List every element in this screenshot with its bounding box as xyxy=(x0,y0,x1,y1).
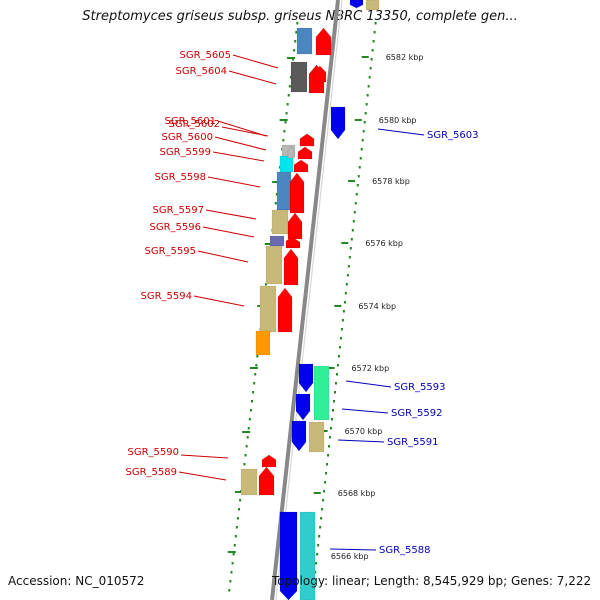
label-leader-line xyxy=(377,128,425,136)
gene-arrow-forward-small xyxy=(313,65,327,83)
label-leader-line xyxy=(180,454,229,459)
scale-label: 6570 kbp xyxy=(345,427,383,436)
gene-arrow-forward xyxy=(261,454,277,468)
scale-label: 6566 kbp xyxy=(331,552,369,561)
scale-label: 6568 kbp xyxy=(338,489,376,498)
gene-arrow-reverse xyxy=(295,393,311,421)
gene-label: SGR_5588 xyxy=(379,545,431,556)
gene-arrow-reverse xyxy=(330,106,346,140)
label-leader-line xyxy=(205,209,257,220)
gene-label: SGR_5599 xyxy=(160,147,212,158)
backbone-highlight xyxy=(275,0,343,600)
gene-arrow-forward xyxy=(287,212,303,240)
gene-arrow-forward xyxy=(289,172,305,214)
gene-block-forward xyxy=(255,330,271,356)
gene-arrow-forward xyxy=(283,248,299,286)
accession-label: Accession: NC_010572 xyxy=(8,574,145,588)
gene-block-forward xyxy=(296,27,313,55)
gene-arrow-forward xyxy=(293,159,309,173)
gene-block-reverse xyxy=(299,511,316,600)
gene-block-forward xyxy=(271,209,289,235)
gene-block-forward xyxy=(290,61,308,93)
gene-arrow-reverse xyxy=(298,363,314,393)
gene-arrow-forward xyxy=(315,27,332,56)
gene-label: SGR_5598 xyxy=(155,172,207,183)
label-leader-line xyxy=(178,471,227,481)
gene-label: SGR_5601 xyxy=(165,116,217,127)
scale-label: 6580 kbp xyxy=(379,116,417,125)
gene-block-forward xyxy=(276,171,292,211)
gene-block-forward xyxy=(259,285,277,333)
label-leader-line xyxy=(214,136,267,151)
label-leader-line xyxy=(217,120,267,137)
backbone-line xyxy=(270,0,340,600)
gene-block-reverse xyxy=(308,421,325,453)
gene-label: SGR_5597 xyxy=(153,205,205,216)
scale-label: 6572 kbp xyxy=(352,364,390,373)
gene-label: SGR_5596 xyxy=(150,222,202,233)
gene-block-forward xyxy=(269,235,285,247)
scale-label: 6578 kbp xyxy=(372,177,410,186)
label-leader-line xyxy=(228,70,277,85)
gene-arrow-reverse xyxy=(291,420,307,452)
gene-label: SGR_5594 xyxy=(141,291,193,302)
page-title: Streptomyces griseus subsp. griseus NBRC… xyxy=(82,9,518,24)
gene-block-forward-small xyxy=(287,145,295,159)
label-leader-line xyxy=(341,408,389,414)
gene-arrow-forward xyxy=(299,133,315,147)
label-leader-line xyxy=(207,176,261,188)
gene-label: SGR_5600 xyxy=(162,132,214,143)
label-leader-line xyxy=(212,151,265,162)
gene-label: SGR_5591 xyxy=(387,437,439,448)
topology-label: Topology: linear; Length: 8,545,929 bp; … xyxy=(272,574,592,588)
label-leader-line xyxy=(337,439,385,443)
gene-block-forward xyxy=(240,468,258,496)
gene-label: SGR_5589 xyxy=(126,467,178,478)
gene-block-forward xyxy=(265,245,283,285)
label-leader-line xyxy=(202,226,255,238)
gene-label: SGR_5592 xyxy=(391,408,443,419)
gene-label: SGR_5595 xyxy=(145,246,197,257)
scale-label: 6576 kbp xyxy=(365,239,403,248)
gene-arrow-reverse-partial xyxy=(349,0,364,9)
gene-block-reverse-partial xyxy=(365,0,380,11)
gene-label: SGR_5602 xyxy=(169,119,221,130)
gene-block-reverse xyxy=(313,365,330,421)
scale-label: 6582 kbp xyxy=(386,53,424,62)
gene-arrow-forward xyxy=(277,287,293,333)
gene-block-forward xyxy=(279,155,294,173)
scale-label: 6574 kbp xyxy=(358,302,396,311)
gene-label: SGR_5604 xyxy=(176,66,228,77)
label-leader-line xyxy=(197,250,249,263)
gene-arrow-forward xyxy=(297,146,313,160)
gene-label: SGR_5590 xyxy=(128,447,180,458)
label-leader-line xyxy=(193,295,245,307)
label-leader-line xyxy=(232,54,279,69)
gene-arrow-reverse xyxy=(279,511,298,600)
label-leader-line xyxy=(345,380,392,388)
label-leader-line xyxy=(329,548,377,551)
gene-arrow-forward-small xyxy=(285,236,299,248)
gene-arrow-forward xyxy=(258,466,275,496)
gene-label: SGR_5603 xyxy=(427,130,479,141)
gene-label: SGR_5593 xyxy=(394,382,446,393)
gene-label: SGR_5605 xyxy=(180,50,232,61)
